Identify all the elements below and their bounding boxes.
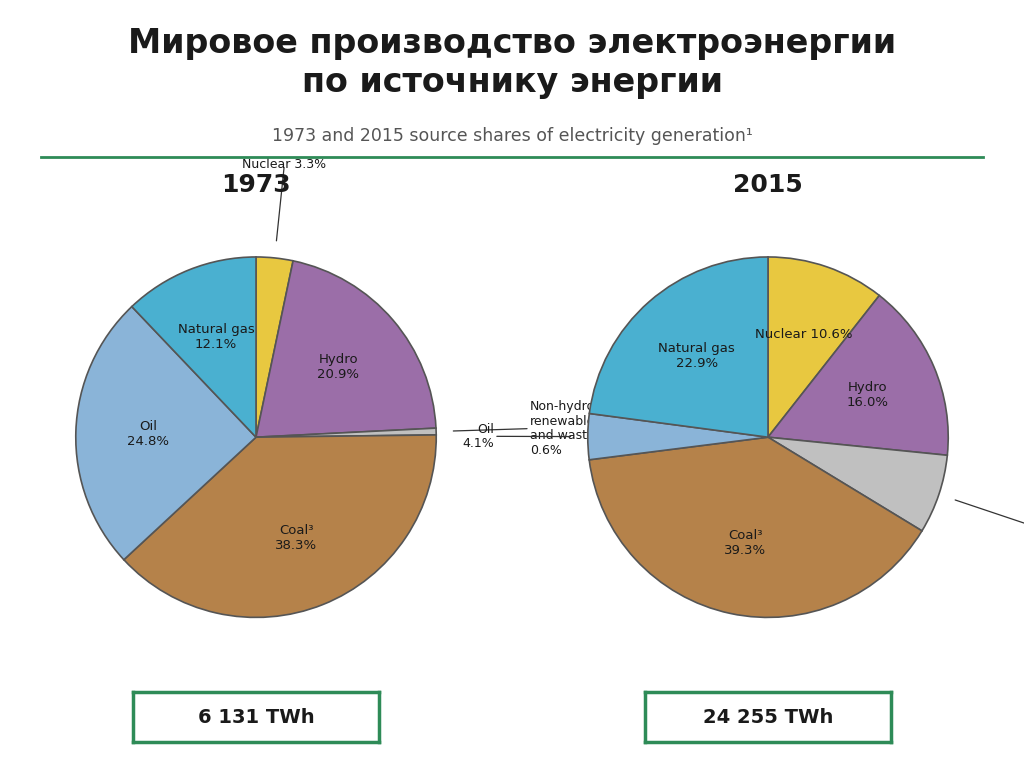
Text: Nuclear 3.3%: Nuclear 3.3% <box>243 158 327 171</box>
Text: Coal³
39.3%: Coal³ 39.3% <box>724 529 767 557</box>
Wedge shape <box>768 437 947 531</box>
Text: Hydro
16.0%: Hydro 16.0% <box>847 381 889 409</box>
Text: Natural gas
12.1%: Natural gas 12.1% <box>177 323 254 351</box>
Wedge shape <box>256 257 293 437</box>
Wedge shape <box>768 295 948 456</box>
Text: Non-hydro
renewables
and waste²
0.6%: Non-hydro renewables and waste² 0.6% <box>529 400 602 457</box>
Wedge shape <box>124 435 436 617</box>
Wedge shape <box>588 413 768 459</box>
Wedge shape <box>132 257 256 437</box>
Wedge shape <box>76 307 256 560</box>
Text: 24 255 TWh: 24 255 TWh <box>702 708 834 726</box>
Text: 6 131 TWh: 6 131 TWh <box>198 708 314 726</box>
Text: 1973 and 2015 source shares of electricity generation¹: 1973 and 2015 source shares of electrici… <box>271 127 753 144</box>
Text: Nuclear 10.6%: Nuclear 10.6% <box>755 328 852 341</box>
Text: Oil
24.8%: Oil 24.8% <box>127 420 169 448</box>
Text: Мировое производство электроэнергии
по источнику энергии: Мировое производство электроэнергии по и… <box>128 27 896 100</box>
Wedge shape <box>256 428 436 437</box>
Title: 1973: 1973 <box>221 173 291 197</box>
Wedge shape <box>768 257 880 437</box>
Text: Oil
4.1%: Oil 4.1% <box>462 423 494 450</box>
Text: Coal³
38.3%: Coal³ 38.3% <box>275 524 317 551</box>
Wedge shape <box>256 261 436 437</box>
Text: Natural gas
22.9%: Natural gas 22.9% <box>658 342 735 370</box>
Text: Hydro
20.9%: Hydro 20.9% <box>317 353 359 381</box>
Title: 2015: 2015 <box>733 173 803 197</box>
Wedge shape <box>590 257 768 437</box>
Wedge shape <box>589 437 922 617</box>
